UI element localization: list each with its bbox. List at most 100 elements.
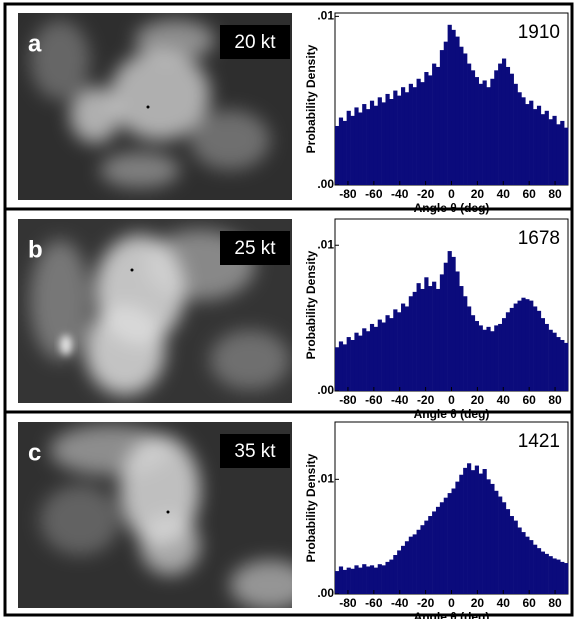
bar: [455, 481, 460, 594]
bar: [393, 309, 398, 391]
bar: [455, 36, 460, 185]
bar: [424, 72, 429, 185]
bar: [439, 274, 445, 391]
bar: [346, 567, 351, 594]
bar: [482, 329, 487, 391]
annotation-box: [220, 231, 290, 265]
x-axis-label: Angle θ (deg): [414, 201, 490, 215]
bar: [548, 556, 553, 594]
bar: [416, 283, 421, 391]
y-axis-label: Probability Density: [304, 453, 318, 562]
bar: [342, 120, 347, 185]
bar: [385, 561, 390, 594]
bar: [552, 332, 557, 391]
bar: [529, 100, 534, 185]
bar: [447, 493, 452, 594]
bar: [401, 87, 406, 185]
x-tick-label: 0: [448, 393, 455, 407]
bar: [451, 29, 456, 185]
bar: [358, 567, 363, 594]
count-label: 1910: [518, 22, 560, 43]
x-tick-label: 80: [548, 187, 562, 201]
bar: [556, 124, 561, 185]
bar: [358, 112, 363, 185]
bar: [482, 469, 487, 594]
bar: [412, 534, 417, 594]
bar: [505, 312, 511, 391]
bar: [335, 347, 340, 391]
panel-label: c: [28, 439, 41, 466]
bar: [389, 318, 394, 391]
bar: [486, 326, 491, 391]
bar: [428, 516, 433, 594]
bar: [377, 319, 382, 391]
bar: [470, 70, 476, 185]
bar: [362, 328, 367, 391]
bar: [517, 300, 522, 391]
bar: [455, 271, 460, 391]
bar: [404, 306, 410, 391]
bar: [517, 92, 522, 185]
bar: [432, 511, 437, 594]
bar: [342, 569, 347, 594]
bar: [373, 105, 379, 185]
bar: [408, 296, 413, 391]
bar: [533, 544, 538, 594]
annotation: 25 kt: [234, 238, 276, 259]
x-tick-label: 80: [548, 596, 562, 610]
y-axis-label: Probability Density: [304, 44, 318, 153]
bar: [560, 339, 565, 391]
bar: [494, 325, 499, 391]
bar: [389, 99, 394, 185]
x-tick-label: -40: [391, 187, 409, 201]
bar: [463, 53, 468, 186]
bar: [381, 322, 386, 391]
bar: [552, 115, 557, 185]
x-tick-label: -80: [339, 596, 357, 610]
bar: [494, 70, 499, 185]
x-tick-label: 20: [471, 187, 485, 201]
bar: [447, 24, 452, 185]
bar: [490, 78, 495, 185]
y-tick-label: .00: [317, 586, 334, 600]
bar: [424, 520, 429, 594]
bar: [521, 97, 526, 185]
bar: [459, 46, 464, 185]
bar: [401, 303, 406, 391]
x-tick-label: 0: [448, 596, 455, 610]
bar: [412, 291, 417, 391]
bar: [474, 77, 479, 185]
bar: [354, 565, 359, 594]
bar: [525, 299, 530, 391]
bar: [540, 114, 545, 185]
bar: [416, 529, 421, 594]
panel-label: a: [28, 30, 42, 57]
bar: [556, 337, 561, 391]
bar: [544, 553, 549, 594]
y-axis-label: Probability Density: [304, 250, 318, 359]
y-tick-label: .01: [317, 237, 334, 251]
bar: [350, 115, 355, 185]
bar: [521, 532, 526, 594]
bar: [389, 559, 394, 594]
x-tick-label: 40: [497, 393, 511, 407]
bar: [369, 100, 375, 185]
bar: [544, 110, 549, 185]
x-tick-label: 60: [522, 187, 536, 201]
bar: [393, 90, 398, 185]
bar: [498, 323, 503, 391]
bar: [435, 288, 441, 391]
bar: [498, 496, 503, 594]
bar: [412, 87, 417, 185]
bar: [521, 297, 526, 391]
bar: [501, 502, 507, 594]
bar: [536, 310, 542, 391]
bar: [486, 479, 491, 594]
bar: [529, 540, 534, 594]
bar: [381, 102, 386, 185]
bar: [467, 63, 472, 185]
bar: [474, 321, 479, 391]
bar: [509, 73, 514, 185]
x-tick-label: -40: [391, 596, 409, 610]
panel-label: b: [28, 236, 43, 263]
